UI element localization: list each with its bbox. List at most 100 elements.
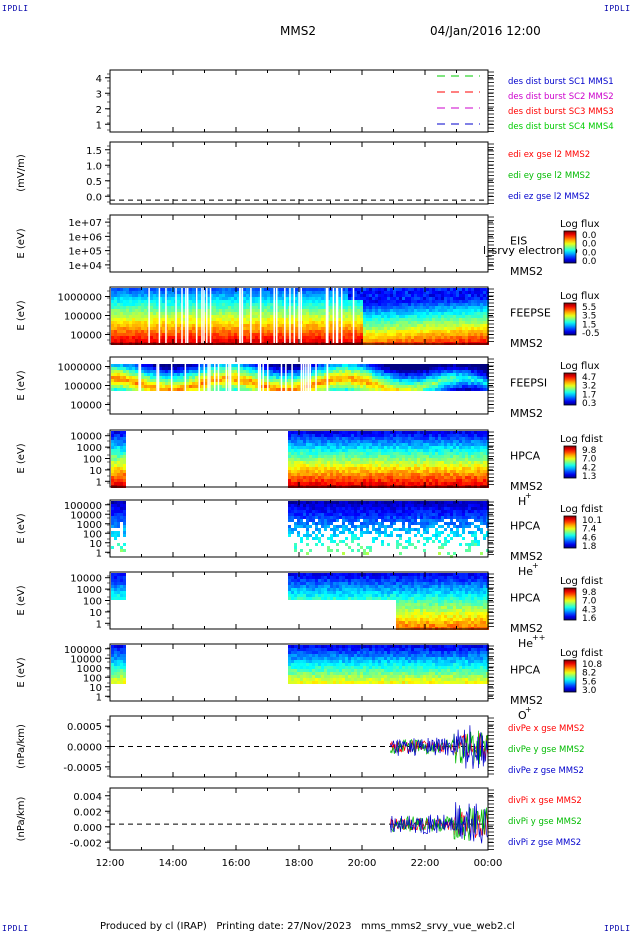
panel-3-spectrogram-cell [402, 333, 405, 336]
panel-3-spectrogram-cell [357, 291, 360, 294]
panel-3-spectrogram-cell [384, 321, 387, 324]
panel-5-spectrogram-cell [342, 431, 345, 434]
panel-4-spectrogram-cell [249, 373, 252, 376]
panel-4-spectrogram-cell [150, 382, 153, 385]
panel-5-spectrogram-cell [117, 443, 120, 446]
panel-4-spectrogram-cell [444, 382, 447, 385]
panel-3-spectrogram-cell [123, 321, 126, 324]
panel-4-spectrogram-cell [222, 370, 225, 373]
panel-4-spectrogram-cell [336, 370, 339, 373]
panel-4-spectrogram-cell [360, 364, 363, 367]
panel-3-spectrogram-cell [324, 333, 327, 336]
panel-5-spectrogram-cell [402, 461, 405, 464]
panel-3-spectrogram-cell [159, 333, 162, 336]
panel-3-spectrogram-cell [468, 327, 471, 330]
panel-5-spectrogram-cell [300, 431, 303, 434]
panel-5-spectrogram-cell [288, 482, 291, 485]
panel-3-spectrogram-cell [444, 300, 447, 303]
panel-3-spectrogram-cell [162, 318, 165, 321]
panel-3-spectrogram-cell [396, 315, 399, 318]
panel-3-spectrogram-cell [432, 303, 435, 306]
panel-5-spectrogram-cell [318, 431, 321, 434]
panel-3-spectrogram-cell [477, 294, 480, 297]
panel-3-spectrogram-cell [375, 327, 378, 330]
panel-5-spectrogram-cell [408, 470, 411, 473]
panel-4-spectrogram-cell [339, 373, 342, 376]
panel-3-spectrogram-cell [357, 321, 360, 324]
panel-3-spectrogram-cell [351, 291, 354, 294]
panel-3-spectrogram-cell [435, 333, 438, 336]
panel-5-spectrogram-cell [417, 482, 420, 485]
panel-5-spectrogram-cell [345, 458, 348, 461]
panel-4-spectrogram-cell [372, 379, 375, 382]
panel-4-spectrogram-cell [444, 376, 447, 379]
panel-3-spectrogram-cell [381, 339, 384, 342]
panel-3-spectrogram-cell [126, 297, 129, 300]
panel-4-spectrogram-cell [111, 388, 114, 391]
panel-3-spectrogram-cell [483, 315, 486, 318]
panel-4-spectrogram-cell [216, 370, 219, 373]
panel-2-cbar-tick: 0.0 [582, 248, 597, 258]
panel-4-spectrogram-cell [471, 367, 474, 370]
panel-4-spectrogram-cell [459, 379, 462, 382]
panel-4-spectrogram-cell [147, 367, 150, 370]
panel-3-spectrogram-cell [225, 318, 228, 321]
panel-5-spectrogram-cell [120, 431, 123, 434]
panel-4-spectrogram-cell [123, 367, 126, 370]
panel-5-spectrogram-cell [303, 473, 306, 476]
panel-4-spectrogram-cell [369, 385, 372, 388]
panel-3-spectrogram-cell [441, 339, 444, 342]
panel-5-spectrogram-cell [318, 434, 321, 437]
panel-5-spectrogram-cell [348, 467, 351, 470]
panel-3-spectrogram-cell [126, 300, 129, 303]
panel-3-spectrogram-cell [459, 297, 462, 300]
panel-3-spectrogram-cell [231, 324, 234, 327]
panel-5-spectrogram-cell [330, 440, 333, 443]
panel-4-spectrogram-cell [408, 388, 411, 391]
panel-5-spectrogram-cell [321, 452, 324, 455]
panel-3-spectrogram-cell [411, 309, 414, 312]
panel-3-spectrogram-cell [138, 300, 141, 303]
panel-5-spectrogram-cell [321, 482, 324, 485]
panel-0-legend-entry: des dist burst SC4 MMS4 [508, 122, 614, 132]
panel-5-spectrogram-cell [414, 458, 417, 461]
panel-3-spectrogram-cell [267, 303, 270, 306]
panel-3-spectrogram-cell [330, 315, 333, 318]
panel-3-spectrogram-cell [282, 327, 285, 330]
panel-5-spectrogram-cell [387, 476, 390, 479]
panel-5-spectrogram-cell [339, 449, 342, 452]
panel-5-spectrogram-cell [312, 476, 315, 479]
panel-3-spectrogram-cell [207, 312, 210, 315]
panel-3-spectrogram-cell [342, 339, 345, 342]
panel-3-spectrogram-cell [342, 336, 345, 339]
panel-3-spectrogram-cell [348, 306, 351, 309]
panel-3-spectrogram-cell [153, 333, 156, 336]
panel-5-spectrogram-cell [300, 437, 303, 440]
panel-4-spectrogram-cell [459, 364, 462, 367]
panel-3-spectrogram-cell [456, 291, 459, 294]
panel-3-spectrogram-cell [129, 318, 132, 321]
panel-3-spectrogram-cell [465, 288, 468, 291]
panel-5-spectrogram-cell [111, 473, 114, 476]
panel-4-spectrogram-cell [180, 379, 183, 382]
panel-3-spectrogram-cell [339, 333, 342, 336]
panel-3-spectrogram-cell [366, 321, 369, 324]
panel-3-spectrogram-cell [261, 297, 264, 300]
panel-4-spectrogram-cell [330, 373, 333, 376]
panel-3-spectrogram-cell [168, 303, 171, 306]
panel-5-spectrogram-cell [339, 434, 342, 437]
panel-3-spectrogram-cell [123, 288, 126, 291]
panel-3-spectrogram-cell [210, 300, 213, 303]
panel-3-spectrogram-cell [207, 339, 210, 342]
panel-3-spectrogram-cell [432, 315, 435, 318]
panel-5-spectrogram-cell [324, 455, 327, 458]
panel-3-spectrogram-cell [390, 324, 393, 327]
panel-3-spectrogram-cell [153, 294, 156, 297]
panel-4-spectrogram-cell [201, 385, 204, 388]
panel-4-spectrogram-cell [405, 388, 408, 391]
panel-4-spectrogram-cell [447, 388, 450, 391]
panel-5-spectrogram-cell [120, 458, 123, 461]
panel-3-spectrogram-cell [171, 294, 174, 297]
panel-3-spectrogram-cell [204, 333, 207, 336]
panel-5-spectrogram-cell [384, 452, 387, 455]
